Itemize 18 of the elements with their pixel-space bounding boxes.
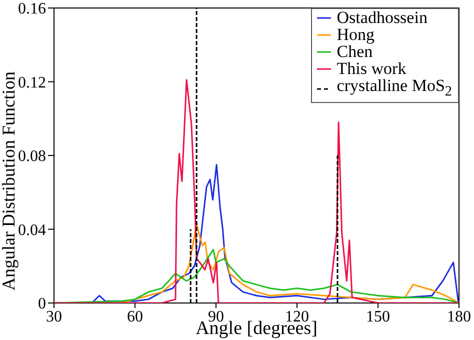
x-tick-label: 120 — [285, 308, 309, 326]
x-tick-label: 180 — [447, 308, 471, 326]
y-tick-label: 0.12 — [18, 74, 46, 92]
legend-label: Hong — [336, 25, 375, 44]
legend-label: This work — [336, 59, 406, 78]
line-series — [54, 248, 459, 303]
y-tick-label: 0.04 — [18, 222, 46, 239]
x-tick-label: 60 — [127, 308, 143, 326]
x-tick-label: 150 — [366, 308, 390, 326]
legend-label: crystalline MoS$_{2}$ — [336, 76, 452, 100]
x-tick-label: 90 — [208, 308, 224, 326]
legend-label: Ostadhossein — [336, 8, 428, 27]
line-series — [54, 79, 459, 303]
y-tick-label: 0.16 — [18, 0, 46, 18]
y-tick-label: 0 — [38, 296, 46, 313]
y-axis-title: Angular Distribution Function — [0, 72, 18, 290]
y-tick-label: 0.08 — [18, 148, 46, 166]
x-tick-label: 30 — [46, 308, 62, 326]
